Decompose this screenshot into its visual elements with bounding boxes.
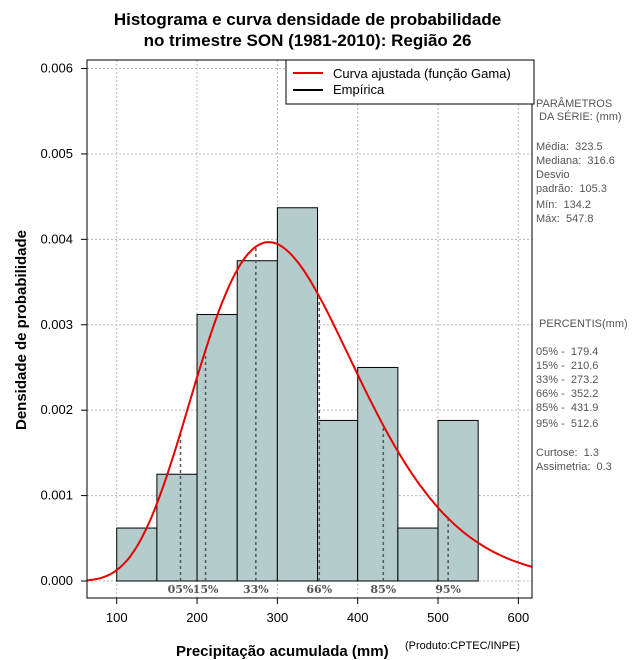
param-min: Mín: 134.2 <box>536 199 592 211</box>
histogram-bar <box>156 473 198 582</box>
histogram-bar <box>276 207 319 582</box>
param-media: Média: 323.5 <box>536 141 603 153</box>
param-mediana: Mediana: 316.6 <box>536 155 615 167</box>
product-credit: (Produto:CPTEC/INPE) <box>405 640 520 652</box>
histogram-bar <box>196 314 238 582</box>
y-tick-label: 0.000 <box>40 573 73 588</box>
histogram-bar <box>357 366 399 582</box>
y-tick-label: 0.003 <box>40 317 73 332</box>
stat-assimetria: Assimetria: 0.3 <box>536 461 612 473</box>
percentile-label: 66% <box>306 583 332 596</box>
percentile-label: 85% <box>370 583 396 596</box>
parameters-heading-2: DA SÉRIE: (mm) <box>536 111 622 123</box>
percentile-label: 15% <box>193 583 219 596</box>
y-axis-label: Densidade de probabilidade <box>13 230 30 430</box>
percentil-row: 15% - 210.6 <box>536 360 599 372</box>
percentil-row: 95% - 512.6 <box>536 418 599 430</box>
x-tick-label: 400 <box>347 610 369 625</box>
percentil-row: 66% - 352.2 <box>536 388 599 400</box>
stat-curtose: Curtose: 1.3 <box>536 447 599 459</box>
histogram-bar <box>397 527 439 582</box>
percentile-label: 95% <box>435 583 461 596</box>
percentil-row: 85% - 431.9 <box>536 402 599 414</box>
legend-box <box>285 59 535 105</box>
histogram-bars <box>116 207 479 582</box>
percentis-heading: PERCENTIS(mm) <box>536 318 628 330</box>
param-desvio: Desvio <box>536 169 570 181</box>
percentil-row: 05% - 179.4 <box>536 346 599 358</box>
x-tick-label: 200 <box>186 610 208 625</box>
histogram-bar <box>437 419 479 582</box>
param-desvio-padrao: padrão: 105.3 <box>536 183 607 195</box>
histogram-bar <box>116 527 158 582</box>
y-tick-label: 0.002 <box>40 402 73 417</box>
x-tick-label: 300 <box>267 610 289 625</box>
y-tick-label: 0.005 <box>40 146 73 161</box>
x-tick-label: 100 <box>106 610 128 625</box>
percentile-label: 33% <box>243 583 269 596</box>
param-max: Máx: 547.8 <box>536 213 594 225</box>
y-tick-label: 0.004 <box>40 231 73 246</box>
x-tick-label: 600 <box>507 610 529 625</box>
x-axis-label: Precipitação acumulada (mm) <box>176 643 389 660</box>
histogram-bar <box>317 419 359 582</box>
legend-curve-label: Curva ajustada (função Gama) <box>333 66 511 81</box>
percentile-lines: 05% 15% 33% 66% 85% 95% <box>168 246 462 596</box>
x-tick-label: 500 <box>427 610 449 625</box>
gamma-curve-line <box>86 241 533 582</box>
fitted-curve <box>86 241 533 582</box>
chart-subtitle: no trimestre SON (1981-2010): Região 26 <box>143 31 472 50</box>
chart-title: Histograma e curva densidade de probabil… <box>113 10 502 29</box>
percentile-label: 05% <box>168 583 194 596</box>
legend: Curva ajustada (função Gama) Empírica <box>285 59 535 105</box>
y-tick-label: 0.001 <box>40 488 73 503</box>
axes: 100 200 300 400 500 600 0.000 0.001 0.002 0.003 0.… <box>40 61 529 625</box>
legend-empirical-label: Empírica <box>333 82 385 97</box>
histogram-bar <box>236 260 278 582</box>
percentil-row: 33% - 273.2 <box>536 374 599 386</box>
y-tick-label: 0.006 <box>40 61 73 76</box>
parameters-heading: PARÂMETROS <box>536 98 613 110</box>
